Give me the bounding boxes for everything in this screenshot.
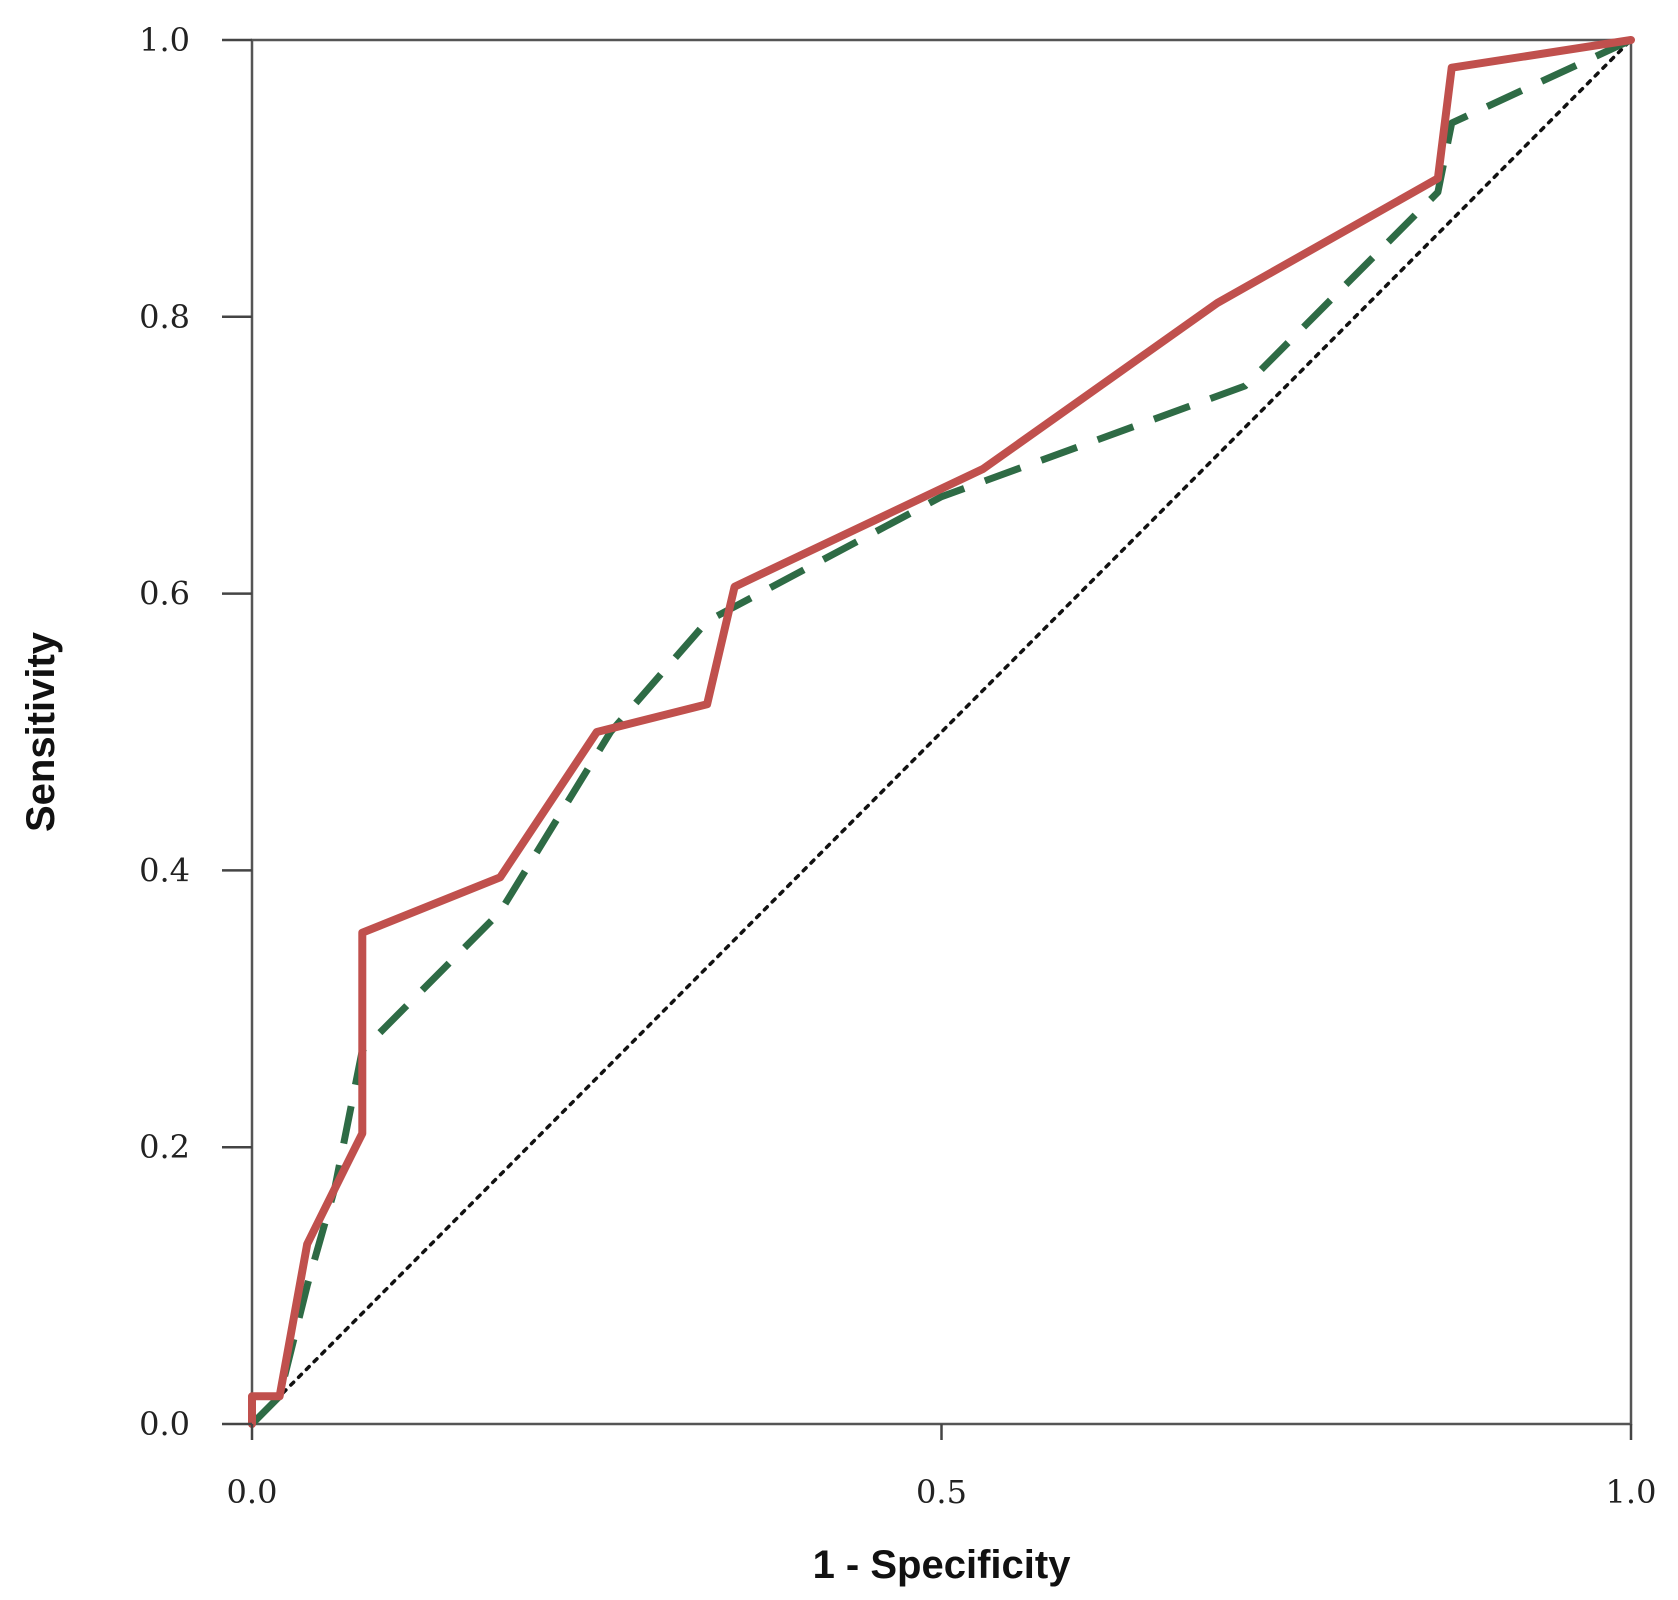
x-tick-label: 0.5 [916,1473,967,1511]
x-tick-label: 0.0 [227,1473,278,1511]
y-tick-label: 0.0 [139,1405,190,1443]
x-axis-title: 1 - Specificity [813,1543,1072,1587]
x-tick-label: 1.0 [1606,1473,1657,1511]
y-tick-label: 1.0 [139,21,190,59]
y-tick-label: 0.2 [139,1128,190,1166]
series-group [248,36,1635,1428]
y-axis-title: Sensitivity [19,631,63,832]
solid-roc-curve [248,36,1635,1428]
y-tick-label: 0.4 [139,851,190,889]
ticks-group: 0.0 0.2 0.4 0.6 0.8 1.0 0.0 0.5 1.0 [139,21,1656,1511]
reference-diagonal-line [250,38,1633,1426]
y-tick-label: 0.6 [139,575,190,613]
y-tick-label: 0.8 [139,298,190,336]
